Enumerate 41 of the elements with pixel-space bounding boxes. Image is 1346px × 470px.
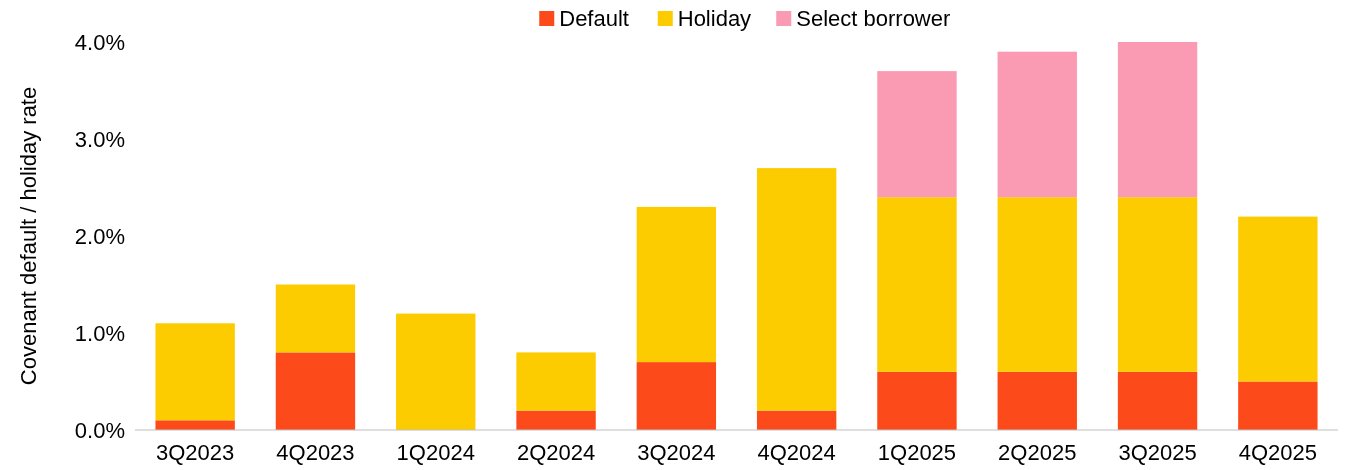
bar [756, 410, 837, 430]
bar [396, 313, 476, 430]
bar [636, 206, 717, 363]
x-tick-label: 3Q2024 [637, 440, 716, 465]
bar [756, 168, 837, 411]
bar [1117, 42, 1198, 198]
x-tick-label: 2Q2024 [516, 440, 596, 465]
y-tick-label: 3.0% [74, 126, 125, 152]
bar [1117, 371, 1198, 430]
bar [877, 71, 957, 198]
x-tick-label: 4Q2023 [276, 440, 355, 465]
bar [997, 371, 1077, 430]
x-tick-label: 4Q2024 [757, 440, 836, 465]
y-tick-label: 2.0% [74, 223, 125, 249]
bar [877, 197, 957, 372]
x-tick-label: 3Q2023 [156, 440, 235, 465]
bar [516, 410, 596, 430]
x-tick-label: 1Q2024 [396, 440, 475, 465]
bar [275, 352, 356, 430]
bar [516, 352, 596, 411]
bar [1238, 381, 1318, 430]
legend-label: Select borrower [796, 6, 951, 31]
x-tick-label: 3Q2025 [1118, 440, 1197, 465]
legend-label: Holiday [677, 6, 752, 31]
y-tick-label: 0.0% [74, 417, 125, 443]
x-tick-label: 1Q2025 [877, 440, 957, 465]
x-tick-label: 2Q2025 [998, 440, 1077, 465]
y-tick-label: 4.0% [74, 29, 125, 55]
x-tick-label: 4Q2025 [1238, 440, 1317, 465]
bar [1117, 197, 1198, 372]
bar [997, 51, 1077, 198]
legend-label: Default [559, 6, 629, 31]
bar [155, 420, 235, 430]
y-tick-label: 1.0% [74, 320, 125, 346]
y-axis-title: Covenant default / holiday rate [16, 86, 41, 386]
bar [1238, 216, 1318, 382]
bar [275, 284, 356, 353]
bar [997, 197, 1077, 372]
bar [636, 362, 717, 430]
bar [877, 371, 957, 430]
bar [155, 323, 235, 421]
